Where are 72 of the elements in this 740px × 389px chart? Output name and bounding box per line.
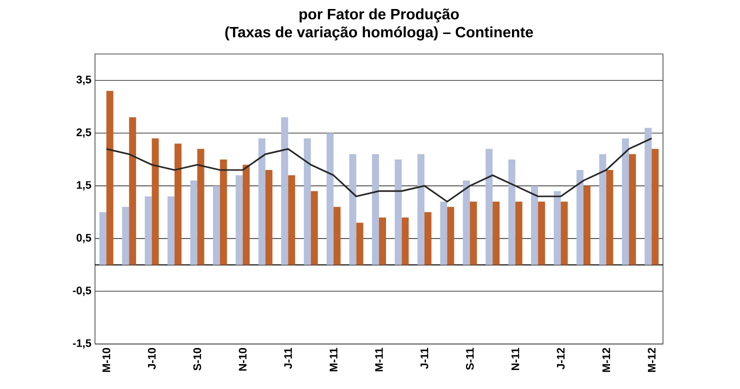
bar	[508, 159, 516, 265]
x-tick-label: M-11	[330, 348, 338, 372]
y-tick-label: -0,5	[72, 286, 92, 296]
bar	[583, 186, 590, 265]
bar	[281, 117, 288, 265]
bar	[486, 148, 493, 265]
bar	[531, 186, 538, 265]
bar	[628, 154, 636, 265]
x-tick-label: J-10	[148, 348, 156, 370]
bar	[538, 202, 546, 265]
bar	[417, 154, 424, 265]
bar	[447, 206, 454, 265]
bar	[440, 202, 448, 265]
bar	[168, 196, 175, 265]
bar	[349, 154, 356, 265]
y-tick-label: 0,5	[76, 234, 92, 244]
y-tick-label: 3,5	[76, 76, 92, 86]
bar	[122, 206, 130, 265]
bar	[326, 133, 334, 265]
bar	[599, 154, 606, 265]
bar	[220, 159, 227, 265]
bar	[554, 191, 561, 265]
bar	[310, 191, 318, 265]
y-tick-label: -1,5	[72, 339, 92, 349]
bar	[152, 138, 159, 265]
bar	[334, 206, 341, 265]
bar	[515, 202, 522, 265]
x-tick-label: S-11	[466, 348, 474, 370]
bar	[492, 202, 500, 265]
bar	[644, 128, 652, 265]
x-tick-label: M-10	[102, 348, 110, 372]
bar	[356, 222, 364, 265]
bar	[304, 138, 311, 265]
bar	[288, 175, 296, 265]
bar	[560, 202, 568, 265]
x-tick-label: M-11	[375, 348, 383, 372]
bar	[424, 212, 432, 265]
x-tick-label: M-12	[602, 348, 610, 372]
line-series	[106, 138, 652, 202]
bar	[265, 170, 272, 265]
bar	[242, 164, 250, 265]
bar	[129, 117, 136, 265]
bar	[99, 212, 106, 265]
bar	[462, 180, 470, 265]
bar	[379, 217, 386, 265]
x-tick-label: J-11	[420, 348, 428, 369]
bar	[576, 170, 584, 265]
bar	[236, 175, 243, 265]
bar	[606, 170, 614, 265]
bar	[106, 90, 114, 265]
bar	[622, 138, 629, 265]
x-tick-label: N-10	[238, 348, 247, 371]
x-tick-label: S-10	[193, 348, 202, 370]
bar	[212, 186, 220, 265]
y-tick-label: 2,5	[76, 128, 92, 138]
x-tick-label: J-12	[556, 348, 565, 370]
bar	[402, 217, 409, 265]
chart-subtitle: (Taxas de variação homóloga) – Continente	[225, 26, 533, 40]
bar	[258, 138, 266, 265]
chart-title: por Fator de Produção	[300, 8, 459, 22]
x-tick-label: N-11	[512, 348, 520, 370]
bar	[470, 202, 477, 265]
bar	[174, 144, 182, 265]
bar	[197, 148, 204, 265]
bar	[652, 148, 659, 265]
bar	[394, 159, 402, 265]
y-tick-label: 1,5	[76, 181, 92, 190]
bar	[372, 154, 379, 265]
x-tick-label: M-12	[648, 348, 656, 372]
bar	[144, 196, 152, 265]
x-tick-label: J-11	[284, 348, 292, 369]
bar	[190, 180, 198, 265]
